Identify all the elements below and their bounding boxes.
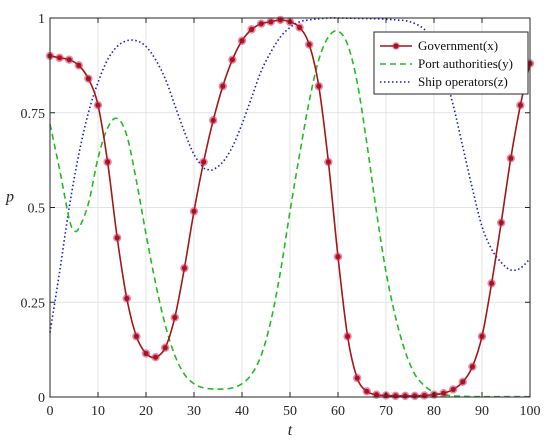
y-tick-label: 0.75 (21, 107, 46, 122)
data-point (220, 83, 226, 89)
data-point (172, 314, 178, 321)
legend: Government(x) Port authorities(y) Ship ope… (373, 31, 529, 95)
data-point (162, 345, 168, 351)
data-point (364, 388, 370, 394)
data-point (114, 235, 120, 241)
data-point (181, 265, 187, 271)
data-point (306, 41, 312, 48)
x-tick-label: 40 (235, 404, 249, 419)
legend-marker (393, 43, 399, 49)
y-tick-label: 0 (38, 391, 45, 406)
y-tick-label: 1 (38, 12, 45, 27)
data-point (85, 76, 91, 82)
data-point (402, 393, 408, 399)
data-point (258, 21, 264, 27)
data-point (460, 379, 466, 385)
data-point (373, 392, 379, 398)
data-point (469, 364, 475, 370)
data-point (354, 375, 360, 381)
data-point (249, 26, 255, 32)
y-tick-label: 0.25 (21, 296, 46, 311)
data-point (191, 208, 197, 214)
series-2 (49, 17, 531, 333)
data-point (210, 117, 216, 123)
data-point (316, 83, 322, 89)
data-point (508, 155, 514, 161)
y-axis-label: p (5, 189, 14, 206)
legend-label: Government(x) (418, 38, 498, 53)
data-point (450, 386, 456, 393)
x-tick-label: 90 (475, 404, 489, 419)
x-tick-label: 80 (427, 404, 441, 419)
series-1 (49, 30, 530, 398)
data-point (517, 102, 524, 108)
data-point (479, 333, 485, 339)
data-point (95, 102, 101, 108)
data-point (498, 220, 504, 226)
data-point (268, 19, 274, 25)
data-point (57, 55, 63, 61)
x-tick-label: 60 (331, 404, 345, 419)
data-point (277, 17, 283, 23)
series-layer (45, 15, 535, 401)
data-point (297, 24, 303, 31)
data-point (76, 62, 82, 68)
legend-label: Ship operators(z) (418, 74, 508, 89)
legend-label: Port authorities(y) (418, 56, 513, 71)
data-point (335, 254, 341, 260)
series-line (49, 30, 530, 398)
data-point (325, 159, 331, 165)
data-point (239, 38, 245, 44)
x-tick-label: 50 (283, 404, 297, 419)
data-point (153, 354, 159, 360)
x-tick-label: 20 (139, 404, 153, 419)
series-0 (45, 15, 535, 401)
x-tick-label: 10 (91, 404, 105, 419)
axis-ticks: 0 10 20 30 40 50 60 70 80 90 100 0 0.25 0.5 0.75 1 (21, 12, 541, 419)
data-point (345, 333, 351, 339)
data-point (124, 295, 130, 302)
data-point (133, 333, 139, 339)
series-line (49, 17, 531, 333)
x-tick-label: 70 (379, 404, 393, 419)
data-point (489, 280, 495, 286)
data-point (412, 393, 418, 399)
legend-box (373, 31, 529, 95)
data-point (201, 159, 207, 165)
data-point (229, 57, 235, 63)
x-axis-label: t (288, 422, 293, 439)
x-tick-label: 30 (187, 404, 201, 419)
data-point (143, 350, 149, 357)
y-tick-label: 0.5 (28, 202, 46, 217)
data-point (441, 390, 447, 396)
x-tick-label: 100 (520, 404, 541, 419)
x-tick-label: 0 (47, 404, 54, 419)
data-point (105, 159, 111, 165)
data-point (66, 57, 72, 63)
data-point (393, 393, 399, 399)
